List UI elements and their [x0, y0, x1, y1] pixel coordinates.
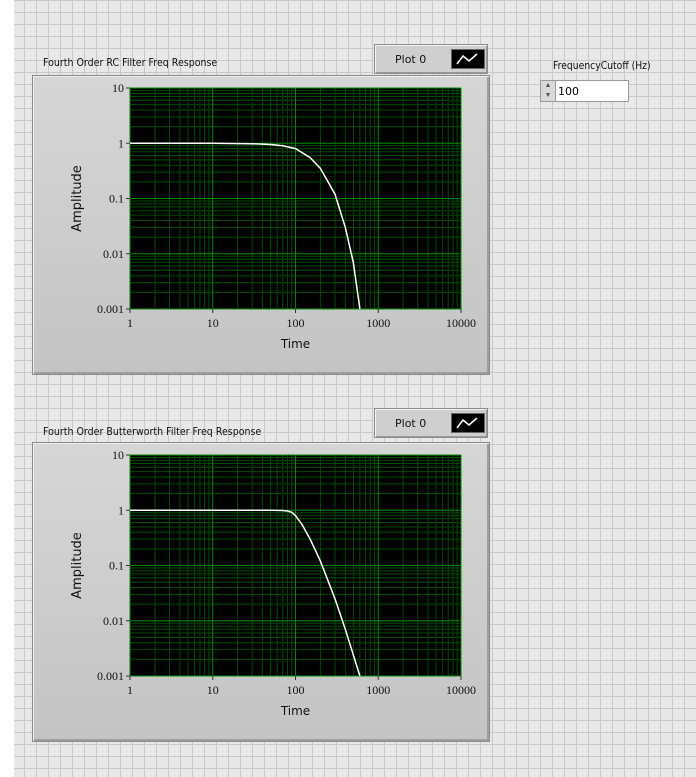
frequency-cutoff-label: FrequencyCutoff (Hz) [553, 59, 651, 72]
legend-label: Plot 0 [395, 416, 427, 430]
x-tick-label: 1 [127, 316, 133, 330]
x-tick-label: 100 [287, 316, 305, 330]
plot-style-icon[interactable] [451, 49, 485, 69]
series-line-plot-0 [130, 509, 361, 677]
plot-legend-butterworth[interactable]: Plot 0 [374, 408, 488, 438]
waveform-graph-butterworth[interactable]: 1 10 100 1000 10000 10 1 0.1 0.01 0.001 Time Amplit… [32, 442, 490, 742]
plot-legend-rc[interactable]: Plot 0 [374, 44, 488, 74]
plot-style-icon[interactable] [451, 413, 485, 433]
x-tick-label: 1000 [366, 316, 390, 330]
chart-svg-rc: 1 10 100 1000 10000 10 1 0.1 0.01 0.001 Time Amplit… [70, 81, 476, 351]
y-axis-label: Amplitude [70, 532, 85, 599]
chart-svg-butterworth: 1 10 100 1000 10000 10 1 0.1 0.01 0.001 Time Amplit… [70, 448, 476, 718]
x-tick-label: 10000 [446, 683, 476, 697]
panel-margin [0, 0, 14, 777]
y-tick-label: 0.001 [97, 302, 124, 316]
y-tick-label: 0.01 [103, 614, 124, 628]
x-axis-label: Time [280, 337, 310, 351]
frequency-cutoff-control[interactable]: ▲ ▼ 100 [540, 80, 629, 102]
legend-label: Plot 0 [395, 52, 427, 66]
increment-decrement-arrows[interactable]: ▲ ▼ [540, 80, 556, 102]
waveform-graph-rc[interactable]: 1 10 100 1000 10000 10 1 0.1 0.01 0.001 Time Amplit… [32, 75, 490, 375]
series-line-plot-0 [130, 142, 361, 310]
x-tick-label: 1000 [366, 683, 390, 697]
y-tick-label: 10 [112, 448, 124, 462]
frequency-cutoff-input[interactable]: 100 [556, 80, 629, 102]
x-tick-label: 100 [287, 683, 305, 697]
y-tick-label: 0.1 [109, 192, 124, 206]
y-tick-label: 1 [118, 136, 124, 150]
x-tick-label: 10 [207, 683, 219, 697]
y-axis-label: Amplitude [70, 165, 85, 232]
x-axis-label: Time [280, 704, 310, 718]
x-tick-label: 10 [207, 316, 219, 330]
increment-arrow-icon[interactable]: ▲ [544, 82, 552, 89]
x-tick-label: 10000 [446, 316, 476, 330]
graph-title-rc: Fourth Order RC Filter Freq Response [43, 56, 218, 69]
y-tick-label: 1 [118, 503, 124, 517]
y-tick-label: 0.01 [103, 247, 124, 261]
y-tick-label: 0.1 [109, 559, 124, 573]
y-tick-label: 10 [112, 81, 124, 95]
decrement-arrow-icon[interactable]: ▼ [544, 92, 552, 99]
y-tick-label: 0.001 [97, 669, 124, 683]
graph-title-butterworth: Fourth Order Butterworth Filter Freq Res… [43, 425, 262, 438]
x-tick-label: 1 [127, 683, 133, 697]
